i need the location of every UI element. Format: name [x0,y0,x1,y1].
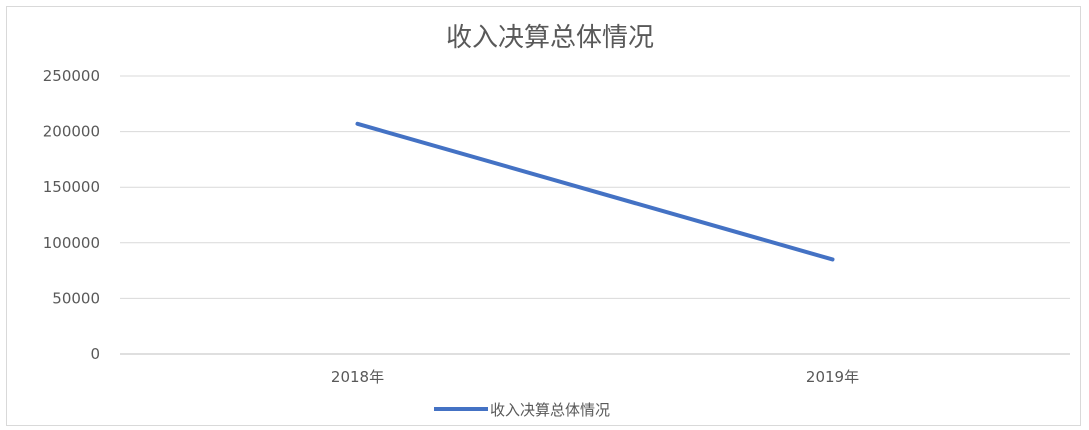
y-tick-label: 0 [90,345,100,363]
y-axis-ticks: 0 50000 100000 150000 200000 250000 [43,67,100,363]
legend-label: 收入决算总体情况 [490,401,610,419]
x-axis-ticks: 2018年 2019年 [331,368,859,386]
y-tick-label: 200000 [43,123,100,141]
y-tick-label: 250000 [43,67,100,85]
y-tick-label: 100000 [43,234,100,252]
legend: 收入决算总体情况 [434,401,610,419]
x-tick-label: 2018年 [331,368,384,386]
x-tick-label: 2019年 [806,368,859,386]
y-tick-label: 50000 [52,289,100,307]
y-tick-label: 150000 [43,178,100,196]
gridlines [120,75,1070,355]
series-line-0 [355,121,835,262]
chart-title: 收入决算总体情况 [446,23,654,53]
series-lines [355,121,835,262]
